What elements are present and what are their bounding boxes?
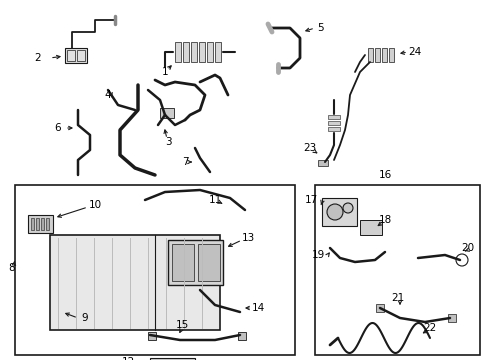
- Text: 14: 14: [251, 303, 265, 313]
- Circle shape: [327, 204, 343, 220]
- Bar: [191, 42, 197, 62]
- Bar: [65, 48, 87, 63]
- Bar: [376, 304, 384, 312]
- Bar: [172, 244, 194, 281]
- Bar: [31, 218, 34, 230]
- Bar: [215, 42, 221, 62]
- Text: 20: 20: [462, 243, 474, 253]
- Bar: [318, 160, 328, 166]
- Text: 4: 4: [105, 90, 111, 100]
- Bar: [199, 42, 205, 62]
- Bar: [375, 48, 380, 62]
- Text: 18: 18: [378, 215, 392, 225]
- Text: 13: 13: [242, 233, 255, 243]
- Bar: [50, 235, 220, 330]
- Bar: [315, 185, 480, 355]
- Bar: [448, 314, 456, 322]
- Bar: [15, 185, 295, 355]
- Bar: [198, 244, 220, 281]
- Text: 2: 2: [35, 53, 41, 63]
- Bar: [175, 42, 181, 62]
- Text: 5: 5: [317, 23, 323, 33]
- Bar: [28, 215, 53, 233]
- Text: 9: 9: [82, 313, 88, 323]
- Text: 22: 22: [423, 323, 437, 333]
- Text: 19: 19: [312, 250, 325, 260]
- Text: 7: 7: [182, 157, 188, 167]
- Bar: [160, 108, 174, 118]
- Text: 11: 11: [208, 195, 221, 205]
- Bar: [168, 240, 223, 285]
- Bar: [360, 220, 382, 235]
- Bar: [328, 127, 340, 131]
- Text: 8: 8: [8, 263, 15, 273]
- Bar: [328, 121, 340, 125]
- Text: 15: 15: [175, 320, 189, 330]
- Bar: [389, 48, 394, 62]
- Circle shape: [343, 203, 353, 213]
- Text: 6: 6: [55, 123, 61, 133]
- Text: 23: 23: [303, 143, 317, 153]
- Bar: [382, 48, 387, 62]
- Bar: [238, 332, 246, 340]
- Bar: [150, 358, 195, 360]
- Bar: [368, 48, 373, 62]
- Text: 17: 17: [305, 195, 318, 205]
- Bar: [67, 50, 75, 61]
- Bar: [36, 218, 39, 230]
- Text: 3: 3: [165, 137, 172, 147]
- Bar: [207, 42, 213, 62]
- Text: 21: 21: [392, 293, 405, 303]
- Bar: [183, 42, 189, 62]
- Bar: [77, 50, 85, 61]
- Bar: [322, 198, 357, 226]
- Bar: [46, 218, 49, 230]
- Bar: [328, 115, 340, 119]
- Text: 16: 16: [378, 170, 392, 180]
- Text: 12: 12: [122, 357, 135, 360]
- Text: 24: 24: [408, 47, 421, 57]
- Text: 10: 10: [88, 200, 101, 210]
- Text: 1: 1: [162, 67, 168, 77]
- Bar: [41, 218, 44, 230]
- Bar: [148, 332, 156, 340]
